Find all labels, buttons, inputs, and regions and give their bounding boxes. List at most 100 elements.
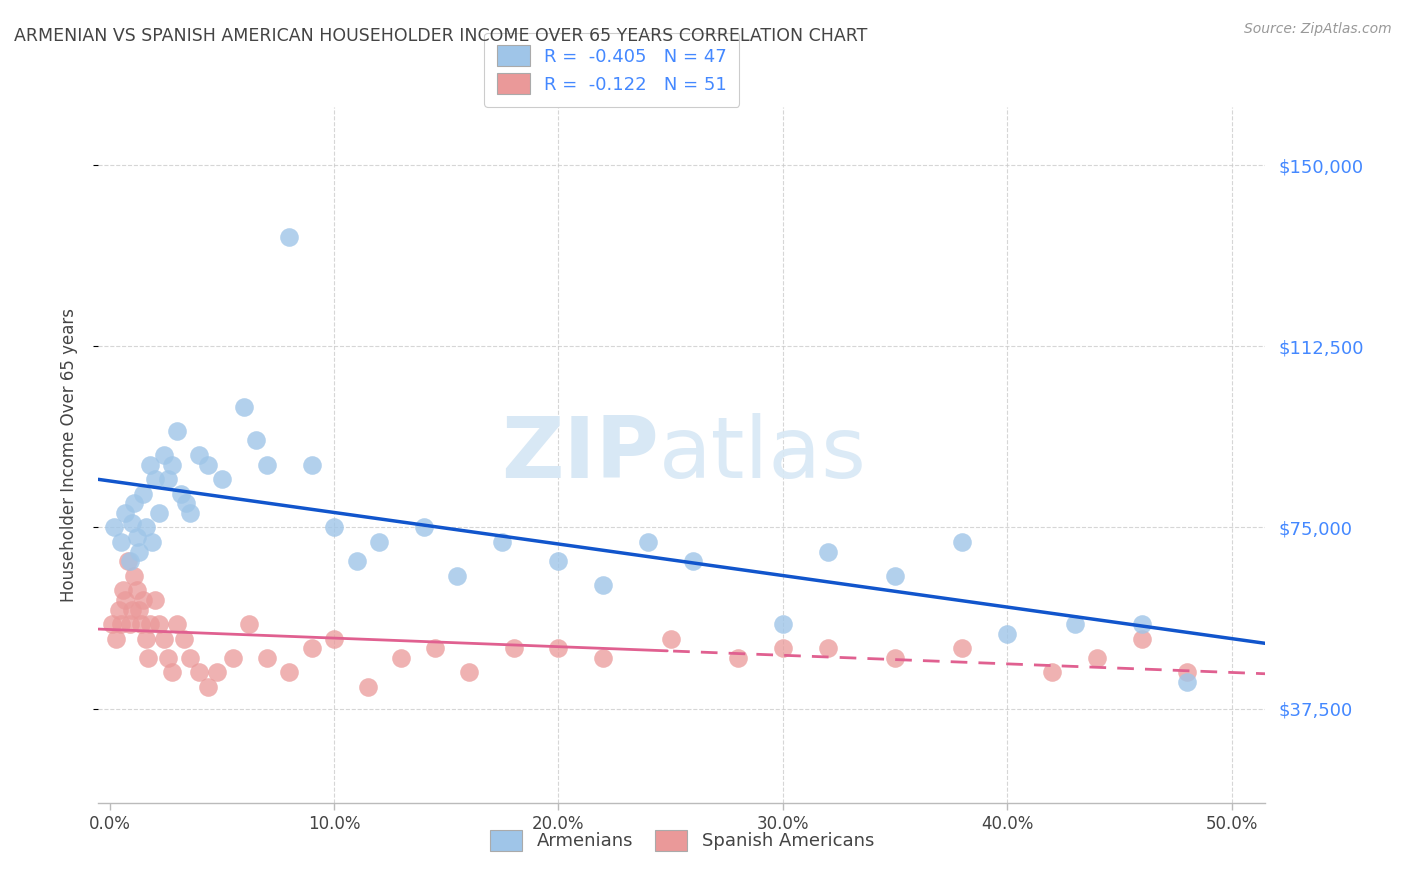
Point [884,651,907,665]
Text: Source: ZipAtlas.com: Source: ZipAtlas.com [1244,22,1392,37]
Point [1085,651,1108,665]
Point [547,554,569,568]
Point [121,602,143,616]
Point [135,632,157,646]
Point [357,680,380,694]
Point [301,641,323,656]
Point [124,496,146,510]
Point [136,651,159,665]
Point [141,534,163,549]
Point [114,506,136,520]
Point [188,665,211,680]
Point [592,651,614,665]
Point [547,641,569,656]
Point [156,651,179,665]
Point [368,534,391,549]
Point [166,424,188,438]
Point [637,534,659,549]
Point [1130,617,1153,632]
Point [197,680,219,694]
Point [423,641,446,656]
Point [817,544,839,558]
Point [1130,632,1153,646]
Point [952,641,974,656]
Point [884,568,907,582]
Point [162,665,184,680]
Point [125,530,148,544]
Point [110,617,132,632]
Point [117,554,139,568]
Point [491,534,513,549]
Point [1175,665,1198,680]
Text: ARMENIAN VS SPANISH AMERICAN HOUSEHOLDER INCOME OVER 65 YEARS CORRELATION CHART: ARMENIAN VS SPANISH AMERICAN HOUSEHOLDER… [14,27,868,45]
Point [148,506,170,520]
Point [1175,675,1198,690]
Point [233,400,256,414]
Point [143,592,166,607]
Point [211,472,233,486]
Point [139,617,162,632]
Point [118,617,141,632]
Point [152,448,174,462]
Point [323,632,346,646]
Point [457,665,479,680]
Point [238,617,260,632]
Point [659,632,682,646]
Point [124,568,146,582]
Point [132,486,155,500]
Point [278,230,301,244]
Point [135,520,157,534]
Point [114,592,136,607]
Point [1063,617,1085,632]
Text: atlas: atlas [658,413,866,497]
Text: ZIP: ZIP [501,413,658,497]
Point [446,568,468,582]
Point [105,632,128,646]
Point [502,641,524,656]
Point [389,651,412,665]
Point [772,617,794,632]
Point [682,554,704,568]
Point [148,617,170,632]
Point [188,448,211,462]
Point [207,665,229,680]
Point [125,583,148,598]
Point [256,458,278,472]
Point [179,651,201,665]
Point [132,592,155,607]
Legend: Armenians, Spanish Americans: Armenians, Spanish Americans [477,817,887,863]
Point [128,602,150,616]
Point [412,520,434,534]
Point [995,626,1018,640]
Point [156,472,179,486]
Point [110,534,132,549]
Point [118,554,141,568]
Point [278,665,301,680]
Point [1040,665,1063,680]
Point [103,520,125,534]
Point [323,520,346,534]
Point [166,617,188,632]
Point [179,506,201,520]
Point [129,617,152,632]
Point [772,641,794,656]
Point [727,651,749,665]
Point [256,651,278,665]
Point [952,534,974,549]
Point [121,516,143,530]
Point [222,651,245,665]
Point [112,583,135,598]
Point [197,458,219,472]
Y-axis label: Householder Income Over 65 years: Householder Income Over 65 years [59,308,77,602]
Point [101,617,124,632]
Point [346,554,368,568]
Point [143,472,166,486]
Point [162,458,184,472]
Point [245,434,267,448]
Point [817,641,839,656]
Point [128,544,150,558]
Point [174,496,197,510]
Point [592,578,614,592]
Point [152,632,174,646]
Point [173,632,195,646]
